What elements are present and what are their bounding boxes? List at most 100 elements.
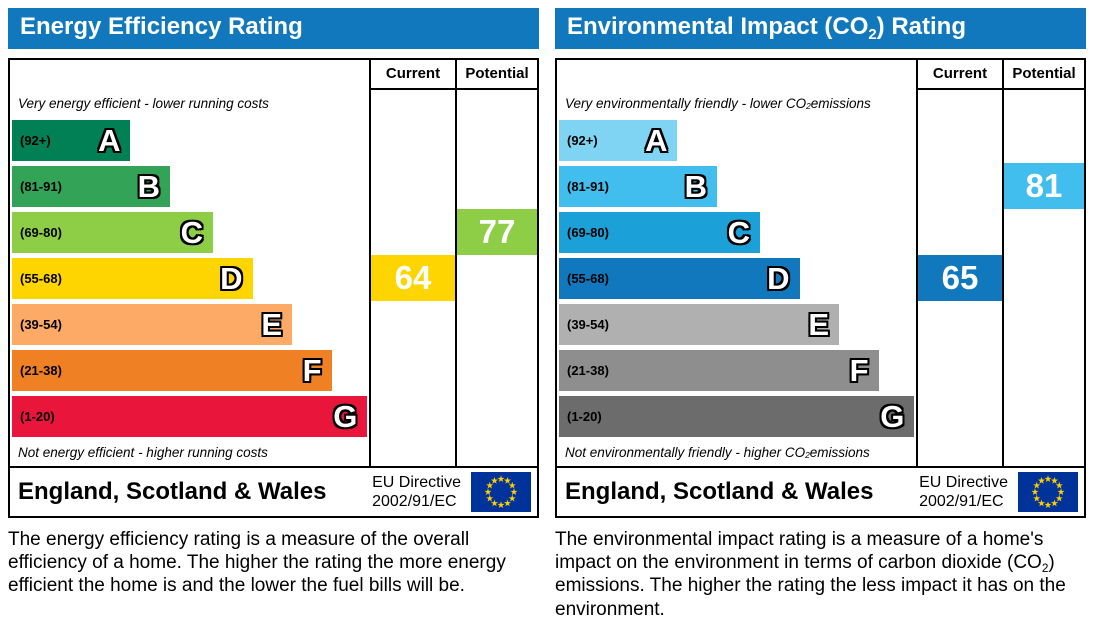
band-row: (1-20) G: [10, 393, 369, 439]
band-bar-D: (55-68) D: [559, 257, 800, 299]
band-row: (81-91) B: [557, 163, 916, 209]
band-range-label: (92+): [20, 132, 51, 148]
panel-title-subscript: 2: [868, 27, 877, 44]
current-column-header: Current: [918, 60, 1002, 90]
bottom-note-text-post: emissions: [809, 445, 870, 460]
band-bar-B: (81-91) B: [12, 165, 170, 207]
band-letter: A: [98, 122, 121, 158]
band-letter: F: [302, 352, 322, 388]
bottom-note-text: Not environmentally friendly - higher CO: [565, 445, 806, 460]
band-letter: A: [645, 122, 668, 158]
bottom-note-subscript: 2: [805, 450, 810, 461]
band-letter: G: [333, 398, 358, 434]
eu-flag-icon: [1018, 472, 1078, 512]
band-range-label: (1-20): [567, 408, 602, 424]
chart-footer: England, Scotland & Wales EU Directive 2…: [8, 468, 539, 518]
current-rating-indicator: 65: [918, 255, 1002, 301]
band-letter: D: [220, 260, 243, 296]
band-letter: B: [137, 168, 160, 204]
current-rating-indicator: 64: [371, 255, 455, 301]
desc-text: The environmental impact rating is a mea…: [555, 529, 1044, 574]
energy-rating-chart: Very energy efficient - lower running co…: [8, 58, 539, 468]
band-row: (39-54) E: [557, 301, 916, 347]
potential-rating-indicator: 81: [1004, 163, 1084, 209]
current-column: Current 65: [916, 60, 1002, 466]
band-row: (39-54) E: [10, 301, 369, 347]
chart-footer: England, Scotland & Wales EU Directive 2…: [555, 468, 1086, 518]
current-column: Current 64: [369, 60, 455, 466]
band-row: (92+) A: [557, 117, 916, 163]
band-row: (92+) A: [10, 117, 369, 163]
band-bar-B: (81-91) B: [559, 165, 717, 207]
band-range-label: (81-91): [20, 178, 62, 194]
bands-list: (92+) A (81-91) B (69-80) C (55-68) D (39-54) E (2…: [557, 117, 916, 439]
band-bar-A: (92+) A: [559, 119, 678, 161]
bottom-note: Not environmentally friendly - higher CO…: [557, 439, 916, 466]
band-range-label: (81-91): [567, 178, 609, 194]
band-bar-C: (69-80) C: [12, 211, 214, 253]
band-letter: G: [880, 398, 905, 434]
panel-title-text: Energy Efficiency Rating: [20, 13, 303, 40]
region-label: England, Scotland & Wales: [18, 478, 327, 505]
band-range-label: (92+): [567, 132, 598, 148]
desc-subscript: 2: [1041, 562, 1049, 576]
band-range-label: (69-80): [20, 224, 62, 240]
energy-efficiency-panel: Energy Efficiency Rating Very energy eff…: [8, 8, 539, 621]
potential-rating-indicator: 77: [457, 209, 537, 255]
band-row: (55-68) D: [557, 255, 916, 301]
potential-column: Potential 81: [1002, 60, 1084, 466]
top-note: Very environmentally friendly - lower CO…: [557, 90, 916, 117]
band-range-label: (39-54): [20, 316, 62, 332]
panel-title-text: Environmental Impact (CO: [567, 13, 869, 40]
band-row: (69-80) C: [10, 209, 369, 255]
header-spacer: [10, 60, 369, 90]
eu-flag-icon: [471, 472, 531, 512]
panel-title-text-post: ) Rating: [876, 13, 966, 40]
band-range-label: (1-20): [20, 408, 55, 424]
band-row: (81-91) B: [10, 163, 369, 209]
header-spacer: [557, 60, 916, 90]
eu-directive-label: EU Directive 2002/91/EC: [919, 473, 1008, 511]
band-letter: D: [767, 260, 790, 296]
bands-area: Very environmentally friendly - lower CO…: [557, 60, 916, 466]
bands-area: Very energy efficient - lower running co…: [10, 60, 369, 466]
band-row: (1-20) G: [557, 393, 916, 439]
desc-text: The energy efficiency rating is a measur…: [8, 529, 506, 597]
environmental-description-text: The environmental impact rating is a mea…: [555, 528, 1086, 621]
band-letter: B: [684, 168, 707, 204]
band-range-label: (55-68): [20, 270, 62, 286]
band-range-label: (55-68): [567, 270, 609, 286]
band-range-label: (69-80): [567, 224, 609, 240]
bands-list: (92+) A (81-91) B (69-80) C (55-68) D (39-54) E (2…: [10, 117, 369, 439]
region-label: England, Scotland & Wales: [565, 478, 874, 505]
band-bar-E: (39-54) E: [12, 303, 293, 345]
band-letter: E: [808, 306, 830, 342]
top-note: Very energy efficient - lower running co…: [10, 90, 369, 117]
band-bar-F: (21-38) F: [12, 349, 332, 391]
band-row: (55-68) D: [10, 255, 369, 301]
band-range-label: (39-54): [567, 316, 609, 332]
band-range-label: (21-38): [567, 362, 609, 378]
potential-column-header: Potential: [1004, 60, 1084, 90]
band-row: (69-80) C: [557, 209, 916, 255]
band-bar-F: (21-38) F: [559, 349, 879, 391]
band-letter: F: [849, 352, 869, 388]
eu-directive-line1: EU Directive: [919, 473, 1008, 491]
environmental-panel-title: Environmental Impact (CO2) Rating: [555, 8, 1086, 49]
potential-column: Potential 77: [455, 60, 537, 466]
band-row: (21-38) F: [10, 347, 369, 393]
band-letter: C: [727, 214, 751, 250]
environmental-rating-chart: Very environmentally friendly - lower CO…: [555, 58, 1086, 468]
bottom-note: Not energy efficient - higher running co…: [10, 439, 369, 466]
band-range-label: (21-38): [20, 362, 62, 378]
potential-column-header: Potential: [457, 60, 537, 90]
band-row: (21-38) F: [557, 347, 916, 393]
eu-directive-line2: 2002/91/EC: [919, 493, 1004, 510]
bottom-note-text: Not energy efficient - higher running co…: [18, 445, 268, 460]
environmental-impact-panel: Environmental Impact (CO2) Rating Very e…: [555, 8, 1086, 621]
band-bar-G: (1-20) G: [559, 395, 915, 437]
band-bar-C: (69-80) C: [559, 211, 761, 253]
current-column-header: Current: [371, 60, 455, 90]
band-bar-D: (55-68) D: [12, 257, 253, 299]
